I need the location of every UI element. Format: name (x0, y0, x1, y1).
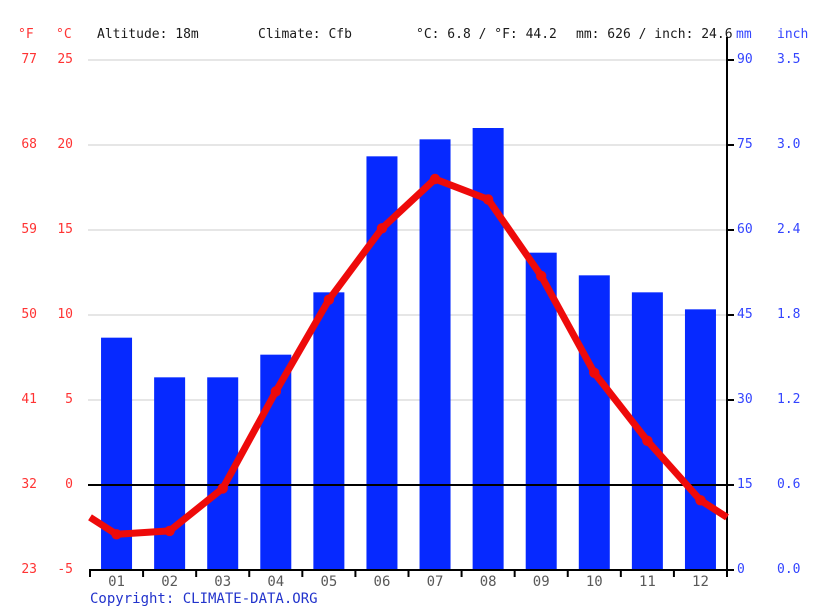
celsius-tick-label: 25 (57, 52, 73, 67)
inch-tick-label: 2.4 (777, 222, 801, 237)
month-label-07: 07 (426, 574, 444, 590)
total-precipitation-label: mm: 626 / inch: 24.6 (576, 27, 733, 42)
inch-tick-label: 3.5 (777, 52, 801, 67)
month-label-06: 06 (373, 574, 391, 590)
celsius-tick-label: 15 (57, 222, 73, 237)
inch-tick-label: 3.0 (777, 137, 801, 152)
celsius-axis-unit: °C (56, 27, 72, 42)
temperature-point-09 (536, 270, 547, 282)
temperature-point-02 (164, 525, 175, 537)
month-label-01: 01 (108, 574, 125, 590)
precipitation-bar-07 (419, 139, 451, 571)
temperature-point-03 (217, 483, 228, 494)
month-label-04: 04 (267, 574, 285, 590)
month-label-08: 08 (479, 574, 497, 590)
mm-tick-label: 45 (737, 307, 753, 322)
month-label-12: 12 (692, 574, 709, 590)
month-label-02: 02 (161, 574, 179, 590)
temperature-point-10 (589, 367, 600, 378)
inch-tick-label: 1.8 (777, 307, 801, 322)
month-label-03: 03 (214, 574, 232, 590)
fahrenheit-tick-label: 41 (21, 392, 37, 407)
temperature-line (88, 175, 729, 538)
inch-tick-label: 1.2 (777, 392, 801, 407)
month-label-09: 09 (532, 574, 550, 590)
copyright-label: Copyright: (90, 591, 183, 607)
fahrenheit-tick-label: 77 (21, 52, 37, 67)
inch-axis-unit: inch (777, 27, 809, 42)
precipitation-bar-05 (313, 292, 345, 570)
inch-tick-label: 0.6 (777, 477, 801, 492)
celsius-tick-label: 5 (65, 392, 73, 407)
mm-tick-label: 60 (737, 222, 753, 237)
celsius-tick-label: 20 (57, 137, 73, 152)
fahrenheit-axis-unit: °F (18, 27, 34, 42)
copyright: Copyright: CLIMATE-DATA.ORG (90, 591, 318, 607)
mm-tick-label: 0 (737, 562, 745, 577)
fahrenheit-tick-label: 50 (21, 307, 37, 322)
climate-data-org-link[interactable]: CLIMATE-DATA.ORG (182, 591, 318, 607)
month-label-11: 11 (638, 574, 656, 590)
temperature-point-05 (323, 294, 335, 305)
mm-tick-label: 90 (737, 52, 753, 67)
mean-temperature-label: °C: 6.8 / °F: 44.2 (416, 27, 557, 42)
mm-tick-label: 30 (737, 392, 753, 407)
mm-tick-label: 15 (737, 477, 753, 492)
fahrenheit-tick-label: 59 (21, 222, 37, 237)
temperature-point-07 (429, 173, 441, 185)
precipitation-bar-09 (525, 252, 557, 570)
celsius-tick-label: -5 (57, 562, 73, 577)
inch-tick-label: 0.0 (777, 562, 801, 577)
mm-axis-unit: mm (736, 27, 752, 42)
temperature-point-08 (482, 194, 494, 205)
temperature-point-06 (376, 223, 388, 234)
temperature-point-12 (695, 495, 706, 506)
altitude-label: Altitude: 18m (97, 27, 199, 42)
temperature-point-04 (270, 386, 281, 397)
climate-class-label: Climate: Cfb (258, 27, 352, 42)
month-label-10: 10 (585, 574, 603, 590)
month-label-05: 05 (320, 574, 338, 590)
precipitation-bar-02 (154, 377, 186, 570)
fahrenheit-tick-label: 68 (21, 137, 37, 152)
temperature-point-01 (111, 529, 122, 540)
precipitation-bar-12 (684, 309, 716, 570)
fahrenheit-tick-label: 23 (21, 562, 37, 577)
precipitation-bar-10 (578, 275, 610, 570)
temperature-point-11 (642, 435, 653, 446)
celsius-tick-label: 10 (57, 307, 73, 322)
fahrenheit-tick-label: 32 (21, 477, 37, 492)
celsius-tick-label: 0 (65, 477, 73, 492)
mm-tick-label: 75 (737, 137, 753, 152)
